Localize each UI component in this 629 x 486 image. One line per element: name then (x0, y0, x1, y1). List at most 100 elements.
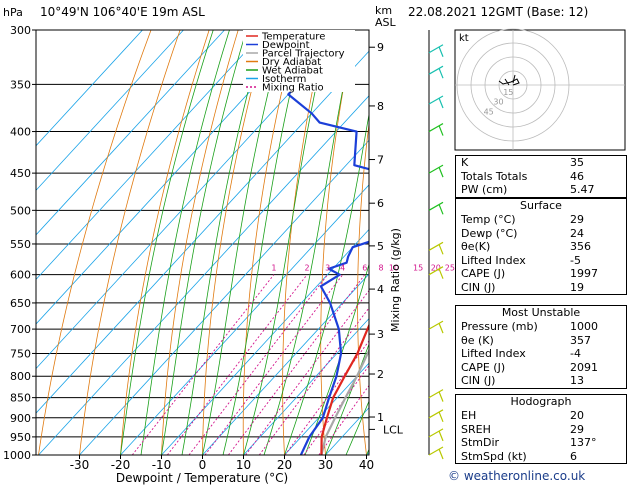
wind-barb (428, 266, 444, 279)
unstable-row: Lifted Index -4 (461, 347, 581, 360)
hodograph-ring-label: 15 (503, 88, 513, 97)
isotherm-line (161, 228, 369, 455)
legend-label: Mixing Ratio (262, 83, 324, 94)
km-tick-label: 6 (377, 197, 384, 210)
isotherm-line (79, 139, 369, 455)
surface-row: θe(K) 356 (461, 240, 591, 253)
mixing-ratio-label: 2 (305, 264, 310, 273)
wind-barb (428, 389, 444, 402)
wind-barb (428, 201, 444, 215)
pressure-tick-label: 550 (10, 238, 31, 251)
unstable-row: Pressure (mb) 1000 (461, 320, 598, 333)
temp-tick-label: 30 (318, 458, 333, 472)
dry-adiabat-line (79, 30, 181, 455)
surface-row: CAPE (J) 1997 (461, 267, 598, 280)
pressure-tick-label: 400 (10, 126, 31, 139)
mixing-ratio-label: 3 (325, 264, 330, 273)
storm-motion-marker (504, 74, 516, 86)
pressure-tick-label: 600 (10, 269, 31, 282)
temp-tick-label: 20 (277, 458, 292, 472)
wind-barb (428, 164, 444, 178)
asl-label: ASL (375, 16, 397, 29)
plot-frame (35, 29, 370, 456)
legend-label: Wet Adiabat (262, 66, 323, 77)
pressure-tick-label: 950 (10, 431, 31, 444)
pressure-tick-label: 700 (10, 323, 31, 336)
indices-table: K 35 Totals Totals 46 PW (cm) 5.47 (455, 155, 627, 198)
km-tick-label: 1 (377, 411, 384, 424)
footer-credit[interactable]: © weatheronline.co.uk (448, 469, 586, 483)
wet-adiabat-line (181, 30, 265, 455)
mixing-ratio-label: 10 (389, 264, 399, 273)
wet-adiabat-line (345, 400, 369, 455)
hodograph-row: EH 20 (461, 409, 584, 422)
isotherm-line (284, 362, 369, 455)
wind-barb (428, 44, 444, 58)
surface-row: CIN (J) 19 (461, 280, 584, 294)
hodograph-row: SREH 29 (461, 422, 584, 436)
hodograph-ring-label: 30 (493, 98, 503, 107)
isotherm-line (36, 30, 225, 236)
wind-barb (428, 320, 444, 334)
km-tick-label: 7 (377, 154, 384, 167)
mixing-ratio-label: 15 (413, 264, 423, 273)
temp-tick-label: 10 (236, 458, 251, 472)
mixing-ratio-line (188, 274, 328, 455)
mixing-ratio-line (284, 340, 369, 455)
pressure-tick-label: 350 (10, 78, 31, 91)
surface-title: Surface (520, 199, 562, 212)
wind-barb (428, 409, 444, 423)
wind-barb (428, 65, 444, 79)
pressure-tick-label: 300 (10, 24, 31, 37)
pressure-tick-label: 850 (10, 392, 31, 405)
temp-tick-label: 40 (359, 458, 374, 472)
isotherm-line (36, 30, 143, 147)
wet-adiabat-line (140, 30, 230, 455)
wet-adiabat-line (304, 262, 369, 455)
km-tick-label: 9 (377, 41, 384, 54)
km-tick-label: LCL (383, 423, 404, 436)
hodograph-frame (454, 29, 626, 151)
wet-adiabat-line (120, 30, 214, 455)
hodograph-ring-label: 45 (484, 107, 494, 116)
pressure-tick-label: 800 (10, 370, 31, 383)
temp-tick-label: -10 (152, 458, 172, 472)
isotherm-line (38, 95, 369, 455)
unstable-row: θe (K) 357 (461, 333, 591, 347)
temp-tick-label: -30 (70, 458, 90, 472)
km-tick-label: 3 (377, 328, 384, 341)
x-axis-title: Dewpoint / Temperature (°C) (116, 471, 288, 485)
dry-adiabat-line (202, 30, 268, 455)
hpa-label: hPa (3, 6, 23, 19)
pressure-tick-label: 650 (10, 297, 31, 310)
wet-adiabat-line (325, 343, 369, 455)
hodograph-title: Hodograph (510, 395, 572, 408)
hodograph-row: StmDir 137° (461, 436, 597, 449)
km-label: km (375, 4, 392, 17)
hodograph-row: StmSpd (kt) 6 (461, 449, 577, 463)
wet-adiabat-line (263, 30, 356, 455)
wind-barb (428, 123, 444, 136)
temp-tick-label: -20 (111, 458, 131, 472)
mixing-ratio-line (258, 307, 369, 455)
mixing-ratio-label: 20 (431, 264, 441, 273)
km-tick-label: 5 (377, 240, 384, 253)
stat-row-tt: Totals Totals 46 (461, 169, 584, 183)
wind-barb (428, 241, 444, 255)
stat-row-k: K 35 (461, 156, 584, 169)
km-tick-label: 8 (377, 100, 384, 113)
wet-adiabat-line (222, 30, 306, 455)
isotherm-line (243, 317, 369, 455)
legend-label: Dry Adiabat (262, 57, 321, 68)
dewpoint-line (285, 30, 369, 455)
wind-barb (428, 446, 444, 460)
most-unstable-title: Most Unstable (501, 306, 581, 319)
parcel-trajectory-line (320, 348, 369, 455)
isotherm-line (36, 30, 348, 370)
mixing-ratio-line (204, 274, 344, 455)
mixing-ratio-label: 4 (340, 264, 345, 273)
legend-label: Temperature (261, 32, 325, 43)
legend-label: Parcel Trajectory (262, 49, 345, 60)
wet-adiabat-line (284, 112, 369, 455)
isotherm-line (36, 50, 369, 414)
